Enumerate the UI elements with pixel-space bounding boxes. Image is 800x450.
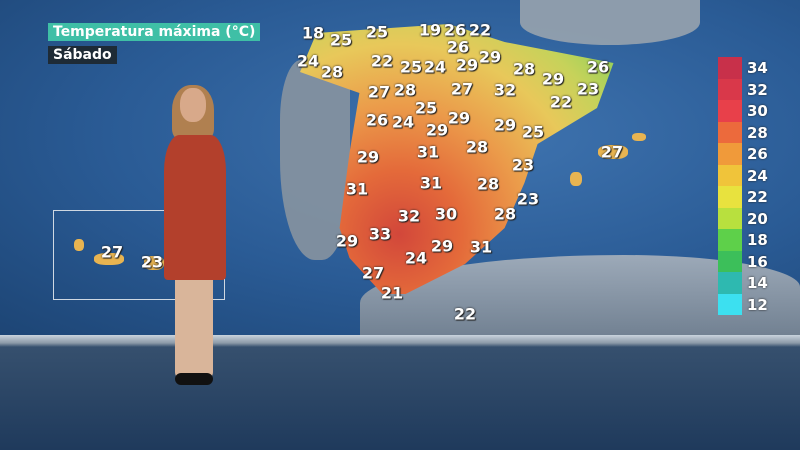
temperature-label: 31 bbox=[469, 237, 493, 257]
temperature-label: 24 bbox=[296, 51, 320, 71]
temperature-legend: 34 32 30 28 26 24 22 20 18 16 14 12 bbox=[718, 57, 768, 315]
temperature-label: 22 bbox=[370, 51, 394, 71]
temperature-label: 29 bbox=[335, 231, 359, 251]
temperature-label: 23 bbox=[516, 189, 540, 209]
temperature-label: 24 bbox=[423, 57, 447, 77]
temperature-label: 29 bbox=[541, 69, 565, 89]
temperature-label: 27 bbox=[450, 79, 474, 99]
temperature-label: 29 bbox=[493, 115, 517, 135]
temperature-label: 30 bbox=[434, 204, 458, 224]
mallorca-island bbox=[598, 145, 628, 159]
temperature-label: 22 bbox=[549, 92, 573, 112]
temperature-label: 18 bbox=[301, 23, 325, 43]
temperature-label: 28 bbox=[465, 137, 489, 157]
temperature-label: 32 bbox=[493, 80, 517, 100]
temperature-label: 29 bbox=[430, 236, 454, 256]
menorca-island bbox=[632, 133, 646, 141]
temperature-label: 33 bbox=[368, 224, 392, 244]
temperature-label: 29 bbox=[425, 120, 449, 140]
temperature-label: 28 bbox=[512, 59, 536, 79]
france-land bbox=[520, 0, 700, 45]
legend-value: 26 bbox=[747, 145, 768, 163]
legend-value: 34 bbox=[747, 59, 768, 77]
temperature-label: 28 bbox=[393, 80, 417, 100]
legend-swatch: 34 bbox=[718, 57, 768, 79]
presenter bbox=[150, 85, 240, 395]
temperature-label: 23 bbox=[511, 155, 535, 175]
legend-swatch: 12 bbox=[718, 293, 768, 315]
legend-swatch: 30 bbox=[718, 100, 768, 122]
temperature-label: 29 bbox=[356, 147, 380, 167]
legend-value: 12 bbox=[747, 295, 768, 314]
ibiza-island bbox=[570, 172, 582, 186]
legend-value: 24 bbox=[747, 166, 768, 185]
legend-value: 28 bbox=[747, 123, 768, 142]
temperature-label: 26 bbox=[365, 110, 389, 130]
temperature-label: 32 bbox=[397, 206, 421, 226]
temperature-label: 24 bbox=[391, 112, 415, 132]
temperature-label: 25 bbox=[521, 122, 545, 142]
temperature-label: 25 bbox=[414, 98, 438, 118]
temperature-label: 24 bbox=[404, 248, 428, 268]
temperature-label: 23 bbox=[140, 252, 164, 272]
legend-swatch: 32 bbox=[718, 78, 768, 100]
map-title: Temperatura máxima (°C) bbox=[48, 23, 261, 41]
temperature-label: 21 bbox=[380, 283, 404, 303]
temperature-label: 29 bbox=[455, 55, 479, 75]
legend-swatch: 22 bbox=[718, 186, 768, 208]
temperature-label: 19 bbox=[418, 20, 442, 40]
temperature-label: 29 bbox=[478, 47, 502, 67]
legend-swatch: 28 bbox=[718, 121, 768, 143]
temperature-label: 27 bbox=[600, 142, 624, 162]
legend-value: 32 bbox=[747, 80, 768, 99]
day-label: Sábado bbox=[48, 46, 117, 64]
legend-value: 20 bbox=[747, 209, 768, 228]
legend-swatch: 20 bbox=[718, 207, 768, 229]
temperature-label: 27 bbox=[367, 82, 391, 102]
temperature-label: 26 bbox=[443, 20, 467, 40]
temperature-label: 28 bbox=[320, 62, 344, 82]
legend-swatch: 24 bbox=[718, 164, 768, 186]
temperature-label: 26 bbox=[446, 37, 470, 57]
legend-swatch: 16 bbox=[718, 250, 768, 272]
legend-swatch: 26 bbox=[718, 143, 768, 165]
temperature-label: 28 bbox=[493, 204, 517, 224]
legend-value: 30 bbox=[747, 102, 768, 120]
temperature-label: 22 bbox=[453, 304, 477, 324]
temperature-label: 31 bbox=[419, 173, 443, 193]
legend-value: 16 bbox=[747, 252, 768, 271]
temperature-label: 26 bbox=[586, 57, 610, 77]
legend-value: 22 bbox=[747, 188, 768, 206]
legend-swatch: 18 bbox=[718, 229, 768, 251]
temperature-label: 27 bbox=[361, 263, 385, 283]
temperature-label: 25 bbox=[365, 22, 389, 42]
temperature-label: 28 bbox=[476, 174, 500, 194]
temperature-label: 23 bbox=[576, 79, 600, 99]
temperature-label: 27 bbox=[100, 242, 124, 262]
portugal-land bbox=[280, 60, 350, 260]
temperature-label: 29 bbox=[447, 108, 471, 128]
legend-swatch: 14 bbox=[718, 272, 768, 294]
studio-floor bbox=[0, 335, 800, 450]
temperature-label: 22 bbox=[468, 20, 492, 40]
temperature-label: 31 bbox=[345, 179, 369, 199]
temperature-label: 31 bbox=[416, 142, 440, 162]
legend-value: 14 bbox=[747, 274, 768, 292]
temperature-label: 25 bbox=[399, 57, 423, 77]
temperature-label: 25 bbox=[329, 30, 353, 50]
legend-value: 18 bbox=[747, 231, 768, 249]
